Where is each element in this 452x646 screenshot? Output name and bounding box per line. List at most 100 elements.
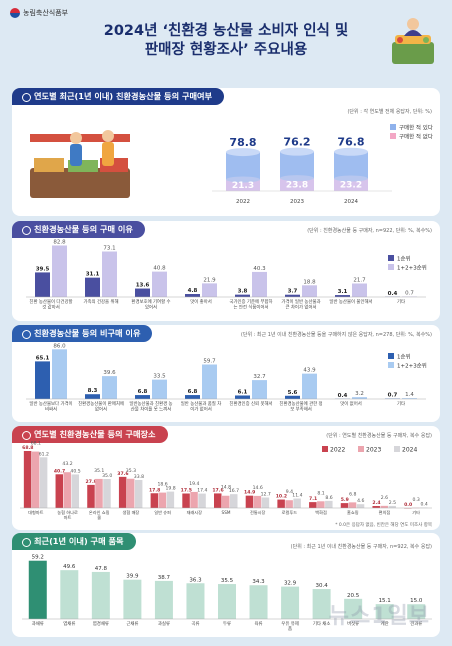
x-tick-label: 과실류	[158, 620, 170, 627]
bar-year-2023	[31, 451, 40, 508]
bar-top	[334, 147, 368, 156]
x-tick-label: 가족의 건강을 위해	[83, 298, 118, 305]
data-label: 3.8	[238, 289, 248, 295]
bar-year-2023	[222, 495, 230, 508]
bar-item	[123, 579, 142, 619]
bar-item	[218, 584, 236, 619]
data-label: 17.8	[149, 487, 160, 493]
data-label: 8.6	[325, 495, 332, 501]
data-label: 38.7	[158, 575, 171, 581]
bar-year-2022	[277, 499, 285, 508]
x-tick-label: 맛이 없어서	[340, 400, 362, 407]
title-line-1: 2024년 ‘친환경 농산물 소비자 인식 및	[103, 23, 349, 39]
bar-year-2022	[23, 450, 32, 508]
data-label: 5.6	[288, 390, 298, 396]
bar-year-2023	[348, 502, 357, 508]
data-label: 37.6	[117, 471, 128, 477]
bar-year-2024	[230, 494, 238, 508]
bar-top3-rank	[102, 376, 117, 399]
data-label: 43.2	[62, 461, 72, 467]
data-label: 0.7	[388, 393, 398, 399]
data-label: 40.5	[70, 468, 80, 474]
data-label: 76.8	[337, 136, 364, 149]
bar-item	[344, 598, 363, 619]
bar-year-2022	[55, 474, 64, 508]
x-tick-label: 품	[288, 626, 292, 632]
x-tick-label: 큰 차이가 없어서	[285, 304, 316, 311]
x-tick-label: 온라인 쇼핑	[89, 509, 110, 516]
x-tick-label: 버섯류	[347, 620, 359, 627]
bar-year-2023	[158, 492, 167, 508]
x-tick-label: 우유 유제	[281, 620, 299, 627]
data-label: 8.1	[317, 490, 324, 496]
x-tick-label: 견과류	[410, 620, 422, 627]
data-label: 35.1	[94, 468, 104, 474]
data-label: 68.8	[22, 445, 33, 451]
bar-first-rank	[135, 288, 150, 297]
legend-swatch	[388, 353, 394, 359]
bar-item	[154, 580, 173, 619]
bar-top3-rank	[202, 283, 217, 297]
x-tick-label: 기타	[397, 400, 405, 407]
data-label: 36.3	[189, 577, 202, 583]
bar-year-2023	[380, 505, 388, 508]
x-tick-label: 2024	[344, 199, 358, 205]
x-tick-label: 곡류	[191, 621, 199, 627]
data-label: 3.2	[355, 391, 364, 397]
bar-first-rank	[85, 277, 100, 297]
x-tick-label: 산물 차이를 못 느껴서	[131, 406, 172, 413]
data-label: 59.2	[32, 555, 44, 561]
legend-swatch	[358, 446, 364, 452]
data-label: 39.9	[126, 574, 139, 580]
x-tick-label: 보 부족해서	[290, 406, 312, 413]
data-label: 9.4	[286, 489, 293, 495]
data-label: 0.7	[405, 291, 414, 297]
x-tick-label: 엽채류	[63, 620, 75, 627]
data-label: 0.4	[420, 502, 427, 508]
panel-title: 연도별 친환경농산물 등의 구매장소	[12, 426, 168, 443]
bar-year-2022	[340, 503, 349, 508]
unit-note: (단위 : 각 연도별 전체 응답자, 단위: %)	[347, 109, 432, 115]
x-tick-label: 국가인증 기준에 부합하	[229, 298, 272, 305]
data-label: 39.6	[103, 370, 116, 376]
data-label: 30.4	[315, 583, 328, 589]
bar-first-rank	[285, 294, 300, 297]
bar-top3-rank	[102, 251, 117, 297]
x-tick-label: 농협 하나로	[57, 509, 78, 516]
data-label: 17.5	[181, 488, 192, 494]
data-label: 68.1	[31, 441, 41, 447]
x-tick-label: 몰	[97, 515, 101, 520]
x-tick-label: 육류	[254, 621, 262, 627]
legend-label: 구매한 적 있다	[399, 124, 433, 132]
data-label: 13.6	[136, 283, 150, 289]
bar-year-2022	[309, 502, 317, 508]
data-label: 78.8	[229, 136, 256, 149]
data-label: 40.7	[54, 468, 65, 474]
bar-item	[249, 585, 268, 619]
bar-year-2024	[166, 491, 175, 508]
legend-swatch	[322, 446, 328, 452]
data-label: 73.1	[103, 246, 115, 252]
data-label: 6.8	[349, 491, 356, 497]
legend-label: 1+2+3순위	[397, 264, 427, 272]
bar-item	[407, 604, 426, 619]
data-label: 12.7	[261, 491, 271, 497]
bar-top3-rank	[352, 397, 367, 399]
legend-swatch	[388, 255, 394, 261]
bar-year-2024	[103, 479, 111, 508]
data-label: 18.6	[157, 482, 167, 488]
bar-year-2023	[126, 478, 135, 508]
bar-year-2024	[293, 498, 301, 508]
data-label: 33.8	[134, 474, 144, 480]
x-tick-label: 일반 농산물이 불안해서	[329, 298, 372, 305]
x-tick-label: 대형마트	[28, 509, 44, 516]
x-tick-label: 것 같아서	[42, 304, 60, 311]
data-label: 65.1	[36, 355, 50, 361]
data-label: 16.7	[229, 488, 239, 494]
bar-year-2024	[134, 479, 143, 508]
data-label: 40.3	[253, 266, 266, 272]
x-tick-label: 있어서	[145, 304, 157, 311]
bar-top3-rank	[52, 245, 67, 297]
panel-title: 친환경농산물 등의 구매 이유	[12, 221, 145, 238]
bar-not-purchased	[280, 178, 314, 191]
